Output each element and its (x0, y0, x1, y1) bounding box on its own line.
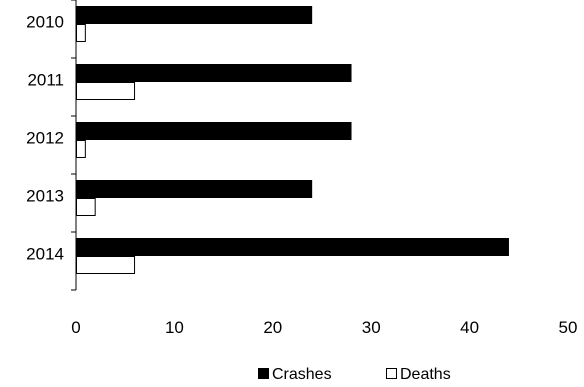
category-label-2011: 2011 (27, 70, 64, 89)
category-label-2014: 2014 (26, 244, 64, 263)
bar-deaths-2010 (76, 24, 86, 42)
bar-crashes-2013 (76, 180, 313, 198)
x-tick-label-50: 50 (559, 318, 578, 337)
x-tick-label-0: 0 (71, 318, 80, 337)
legend-label-crashes: Crashes (272, 366, 332, 383)
x-tick-label-40: 40 (460, 318, 479, 337)
x-tick-labels: 0 10 20 30 40 50 (71, 318, 577, 337)
legend: Crashes Deaths (258, 366, 451, 383)
x-tick-label-30: 30 (362, 318, 381, 337)
legend-label-deaths: Deaths (400, 366, 451, 383)
axis-layer (71, 0, 77, 291)
x-tick-label-10: 10 (165, 318, 184, 337)
bars (76, 6, 509, 274)
category-label-2013: 2013 (26, 186, 64, 205)
bar-deaths-2014 (76, 256, 136, 274)
bar-crashes-2011 (76, 64, 352, 82)
category-label-2012: 2012 (26, 128, 64, 147)
bar-deaths-2013 (76, 198, 96, 216)
bar-deaths-2012 (76, 140, 86, 158)
bar-deaths-2011 (76, 82, 136, 100)
category-label-2010: 2010 (26, 12, 64, 31)
bar-crashes-2010 (76, 6, 313, 24)
x-tick-label-20: 20 (263, 318, 282, 337)
bar-crashes-2014 (76, 238, 509, 256)
bar-crashes-2012 (76, 122, 352, 140)
legend-swatch-deaths (386, 368, 397, 379)
category-labels: 2010 2011 2012 2013 2014 (26, 12, 64, 263)
legend-swatch-crashes (258, 368, 269, 379)
